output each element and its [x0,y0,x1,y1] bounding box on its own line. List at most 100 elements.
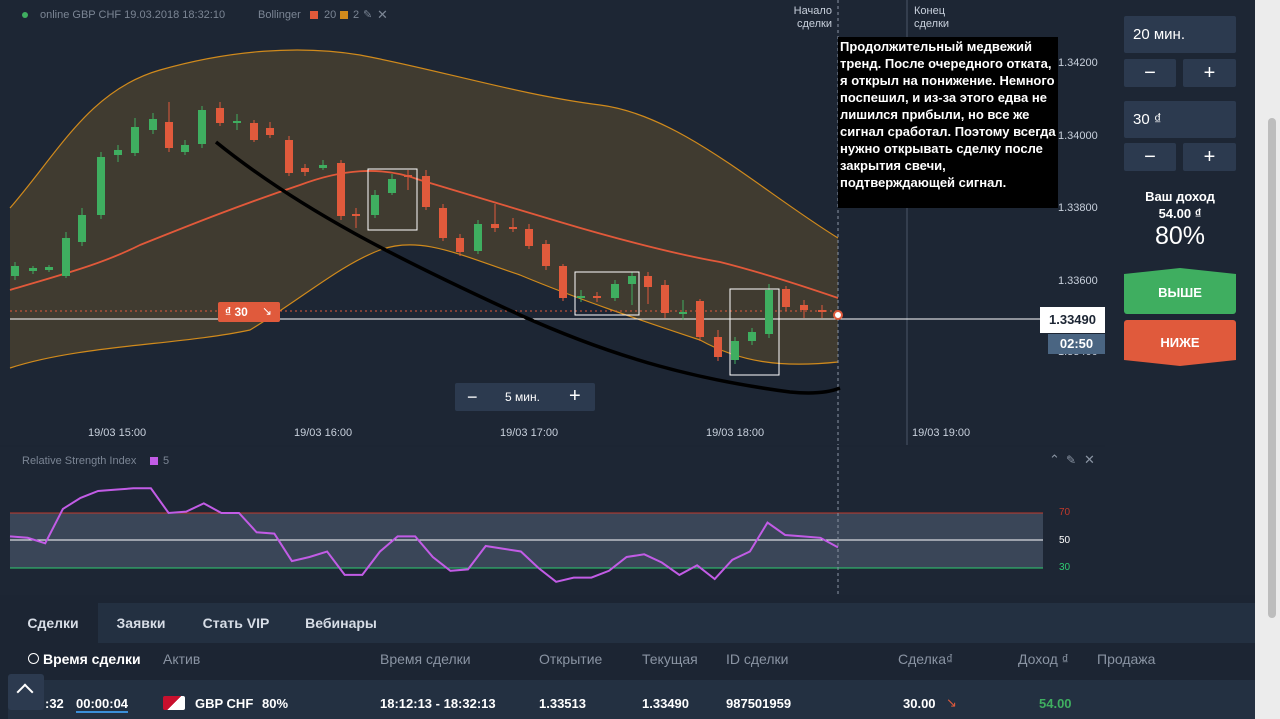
page-scrollbar-thumb[interactable] [1268,118,1276,618]
payout-percent: 80% [1154,222,1206,250]
candle-body [301,168,309,172]
trade-end-label: Конец сделки [914,5,949,31]
time-tick: 19/03 17:00 [500,427,559,439]
candle-body [644,276,652,287]
flag-icon [163,696,185,710]
annotation-note: Продолжительный медвежий тренд. После оч… [838,37,1058,208]
chart-status: online GBP CHF 19.03.2018 18:32:10 [40,9,226,21]
column-header[interactable]: Время сделки [43,651,141,667]
payout-label: Ваш доход [1145,189,1215,204]
candle-body [731,341,739,360]
candle-body [250,123,258,140]
time-tick: 19/03 18:00 [706,427,765,439]
trade-end-label-line: Конец [914,5,946,17]
candle-body [371,195,379,215]
candle-body [679,312,687,314]
rsi-panel[interactable]: Relative Strength Index 5 ⌃ ✎ ✕ 70 50 30 [0,447,1105,595]
rsi-title: Relative Strength Index [22,455,137,467]
bollinger-upper-line [9,49,839,239]
candle-body [542,244,550,266]
timeframe-control: − 5 мин. + [455,383,595,411]
price-tick: 1.34000 [1058,130,1098,142]
tab-trades[interactable]: Сделки [8,603,98,643]
candle-body [422,176,430,207]
expiry-plus-button[interactable]: + [1183,59,1236,87]
tabs-bar [8,603,1255,643]
online-indicator [22,12,28,18]
bollinger-band-fill [10,50,838,368]
clock-icon [28,653,39,664]
trade-point-marker [833,310,843,320]
bollinger-middle-line [9,170,839,299]
trade-start-label-line: Начало [793,5,832,17]
lower-button[interactable]: НИЖЕ [1124,320,1236,366]
chevron-up-icon [16,683,34,701]
timeframe-plus-button[interactable]: + [569,385,581,407]
arrow-down-right-icon: ↘ [262,304,273,318]
candle-body [439,208,447,238]
time-tick: 19/03 16:00 [294,427,353,439]
rsi-chart [9,447,1043,595]
amount-minus-button[interactable]: − [1124,143,1176,171]
highlight-box [574,271,640,316]
tab-webinars[interactable]: Вебинары [305,615,377,631]
highlight-box [729,288,780,376]
tab-vip[interactable]: Стать VIP [202,615,270,631]
rsi-level-label: 50 [1059,535,1071,546]
candle-body [765,290,773,334]
candle-body [352,214,360,216]
tab-orders[interactable]: Заявки [116,615,166,631]
close-icon[interactable]: ✕ [1084,452,1095,467]
candle-body [404,175,412,177]
rsi-level-label: 30 [1059,562,1071,573]
row-income: 54.00 [1039,696,1072,711]
price-chart[interactable]: online GBP CHF 19.03.2018 18:32:10 Bolli… [0,0,1105,445]
expiry-minus-button[interactable]: − [1124,59,1176,87]
row-current: 1.33490 [642,696,689,711]
trade-panel: 20 мин. − + 30 ₫ − + Ваш доход 54.00 ₫ 8… [1105,0,1255,595]
timeframe-minus-button[interactable]: − [467,387,478,407]
collapse-icon[interactable]: ⌃ [1049,452,1060,467]
candle-body [628,276,636,284]
close-icon[interactable]: ✕ [377,7,388,22]
amount-field[interactable]: 30 ₫ [1124,101,1236,138]
trade-amount: ₫ 30 [225,305,248,319]
candle-body [198,110,206,144]
edit-icon[interactable]: ✎ [1066,453,1077,467]
candle-body [114,150,122,155]
scroll-up-button[interactable] [8,674,44,710]
higher-button-label: ВЫШЕ [1158,285,1202,300]
candle-body [45,267,53,270]
candle-body [319,165,327,168]
candle-body [388,179,396,193]
edit-icon[interactable]: ✎ [363,9,373,21]
arrow-down-right-icon: ↘ [946,695,957,710]
price-tick: 1.33600 [1058,275,1098,287]
column-header: Открытие [539,651,603,667]
higher-button[interactable]: ВЫШЕ [1124,268,1236,314]
candle-body [456,238,464,252]
trade-start-label: Начало сделки [770,5,832,31]
current-price-label: 1.33490 [1040,307,1105,333]
row-asset: GBP CHF [195,696,254,711]
bollinger-lower-line [9,244,839,369]
amount-plus-button[interactable]: + [1183,143,1236,171]
candle-body [62,238,70,276]
candle-body [131,127,139,153]
candle-body [29,268,37,271]
candle-body [593,296,601,298]
trade-end-label-line: сделки [914,18,950,30]
payout-amount: 54.00 ₫ [1158,206,1202,221]
candle-body [491,224,499,228]
timeframe-label: 5 мин. [505,390,540,404]
indicator-deviation: 2 [353,9,360,21]
candle-body [78,215,86,242]
trade-amount-tag[interactable]: ₫ 30 ↘ [218,302,280,322]
table-row[interactable] [8,680,1255,719]
row-percent: 80% [262,696,289,711]
expiry-time-field[interactable]: 20 мин. [1124,16,1236,53]
candle-body [696,301,704,337]
row-countdown: 00:00:04 [76,696,129,713]
candle-body [165,122,173,148]
candle-body [748,332,756,341]
